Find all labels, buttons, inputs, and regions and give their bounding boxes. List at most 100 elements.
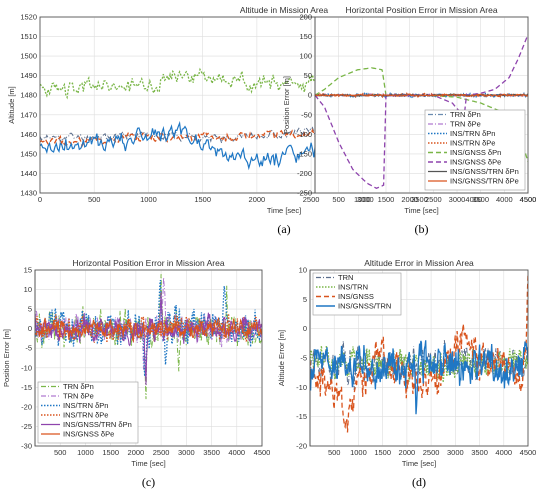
x-tick-label: 1000 (140, 195, 157, 204)
x-tick-label: 4500 (520, 195, 537, 204)
panel-c: 500 1000 1500 2000 2500 3000 3500 4000 4500 -30 -2… (2, 258, 270, 489)
chart-title: Horizontal Position Error in Mission Are… (72, 258, 224, 268)
y-tick-label: 150 (299, 32, 312, 41)
y-tick-label: 10 (299, 266, 307, 275)
legend-entry: INS/GNSS (338, 292, 374, 301)
x-tick-label: 1500 (194, 195, 211, 204)
x-tick-label: 4000 (496, 195, 513, 204)
x-tick-label: 500 (88, 195, 101, 204)
y-tick-label: 1460 (20, 130, 37, 139)
legend-entry: INS/TRN δPe (63, 411, 108, 420)
y-tick-label: -5 (300, 354, 307, 363)
x-tick-label: 3000 (447, 448, 464, 457)
y-tick-label: 5 (303, 295, 307, 304)
legend-entry: INS/GNSS/TRN δPn (63, 420, 132, 429)
legend-entry: INS/GNSS/TRN (338, 302, 391, 311)
y-tick-label: 1430 (20, 189, 37, 198)
x-axis-label: Time [sec] (131, 459, 165, 468)
y-tick-label: 200 (299, 13, 312, 22)
y-tick-label: -10 (21, 363, 32, 372)
y-tick-label: 15 (24, 266, 32, 275)
x-tick-label: 4500 (520, 195, 537, 204)
y-axis-label: Position Error [m] (2, 329, 11, 387)
x-tick-label: 1000 (354, 195, 371, 204)
legend-entry: TRN δPe (450, 120, 481, 129)
x-tick-label: 500 (54, 448, 67, 457)
series-line-2 (315, 91, 528, 99)
y-tick-label: 1510 (20, 32, 37, 41)
panel-caption: (a) (277, 222, 290, 236)
x-tick-label: 4500 (520, 448, 537, 457)
legend-entry: INS/TRN δPn (63, 401, 108, 410)
x-tick-label: 3500 (471, 448, 488, 457)
legend-entry: INS/GNSS δPe (63, 430, 114, 439)
x-tick-label: 2000 (249, 195, 266, 204)
panel-d: 500 1000 1500 2000 2500 3000 3500 4000 4500 -20 -1… (277, 258, 536, 489)
series-line-3 (310, 340, 528, 415)
x-tick-label: 1500 (102, 448, 119, 457)
series-line-4 (315, 67, 528, 162)
chart-title: Altitude in Mission Area (240, 5, 329, 15)
chart-title: Altitude Error in Mission Area (364, 258, 474, 268)
y-tick-label: -15 (21, 383, 32, 392)
y-tick-label: 1440 (20, 169, 37, 178)
x-tick-label: 2500 (303, 195, 320, 204)
legend-entry: INS/GNSS δPe (450, 158, 501, 167)
legend-entry: INS/TRN δPe (450, 139, 495, 148)
x-tick-label: 1000 (350, 448, 367, 457)
x-tick-label: 4000 (495, 448, 512, 457)
y-tick-label: -20 (296, 442, 307, 451)
y-tick-label: 1520 (20, 13, 37, 22)
x-tick-label: 500 (328, 448, 341, 457)
series-line-7 (315, 93, 528, 98)
x-tick-label: 2000 (401, 195, 418, 204)
legend-entry: TRN δPn (450, 110, 481, 119)
x-tick-label: 3000 (178, 448, 195, 457)
y-tick-label: 0 (28, 324, 32, 333)
legend-entry: INS/GNSS/TRN δPe (450, 177, 519, 186)
series-line-6 (315, 93, 528, 98)
x-tick-label: 2000 (399, 448, 416, 457)
y-tick-label: 1490 (20, 71, 37, 80)
legend-entry: INS/TRN (338, 283, 368, 292)
y-tick-label: 1500 (20, 52, 37, 61)
y-tick-label: -250 (297, 189, 312, 198)
y-tick-label: 0 (308, 91, 312, 100)
x-tick-label: 1000 (77, 448, 94, 457)
x-tick-label: 3000 (357, 195, 374, 204)
legend-entry: TRN δPe (63, 392, 94, 401)
legend-entry: INS/TRN δPn (450, 129, 495, 138)
x-tick-label: 3500 (203, 448, 220, 457)
x-axis-label: Time [sec] (402, 459, 436, 468)
series-line-0 (310, 340, 528, 391)
y-tick-label: -100 (297, 130, 312, 139)
y-tick-label: -25 (21, 422, 32, 431)
y-axis-label: Altitude [m] (7, 86, 16, 124)
x-tick-label: 500 (332, 195, 345, 204)
y-axis-label: Position Error [m] (282, 76, 291, 134)
series-line-1 (310, 345, 528, 383)
series-line-5 (315, 34, 528, 190)
y-tick-label: 1450 (20, 149, 37, 158)
x-tick-label: 3500 (472, 195, 489, 204)
y-axis-label: Altitude Error [m] (277, 330, 286, 386)
y-tick-label: -30 (21, 442, 32, 451)
panel-caption: (c) (142, 475, 155, 489)
y-tick-label: -200 (297, 169, 312, 178)
x-tick-label: 2500 (153, 448, 170, 457)
y-tick-label: 1480 (20, 91, 37, 100)
x-tick-label: 4500 (254, 448, 271, 457)
legend-entry: TRN δPn (63, 382, 94, 391)
y-tick-label: -15 (296, 412, 307, 421)
x-tick-label: 1500 (374, 448, 391, 457)
series-line-5 (35, 316, 262, 344)
y-tick-label: -10 (296, 383, 307, 392)
x-tick-label: 4000 (465, 195, 482, 204)
x-tick-label: 3000 (449, 195, 466, 204)
chart-title: Horizontal Position Error in Mission Are… (345, 5, 497, 15)
legend-entry: INS/GNSS δPn (450, 148, 501, 157)
y-tick-label: 50 (304, 71, 312, 80)
